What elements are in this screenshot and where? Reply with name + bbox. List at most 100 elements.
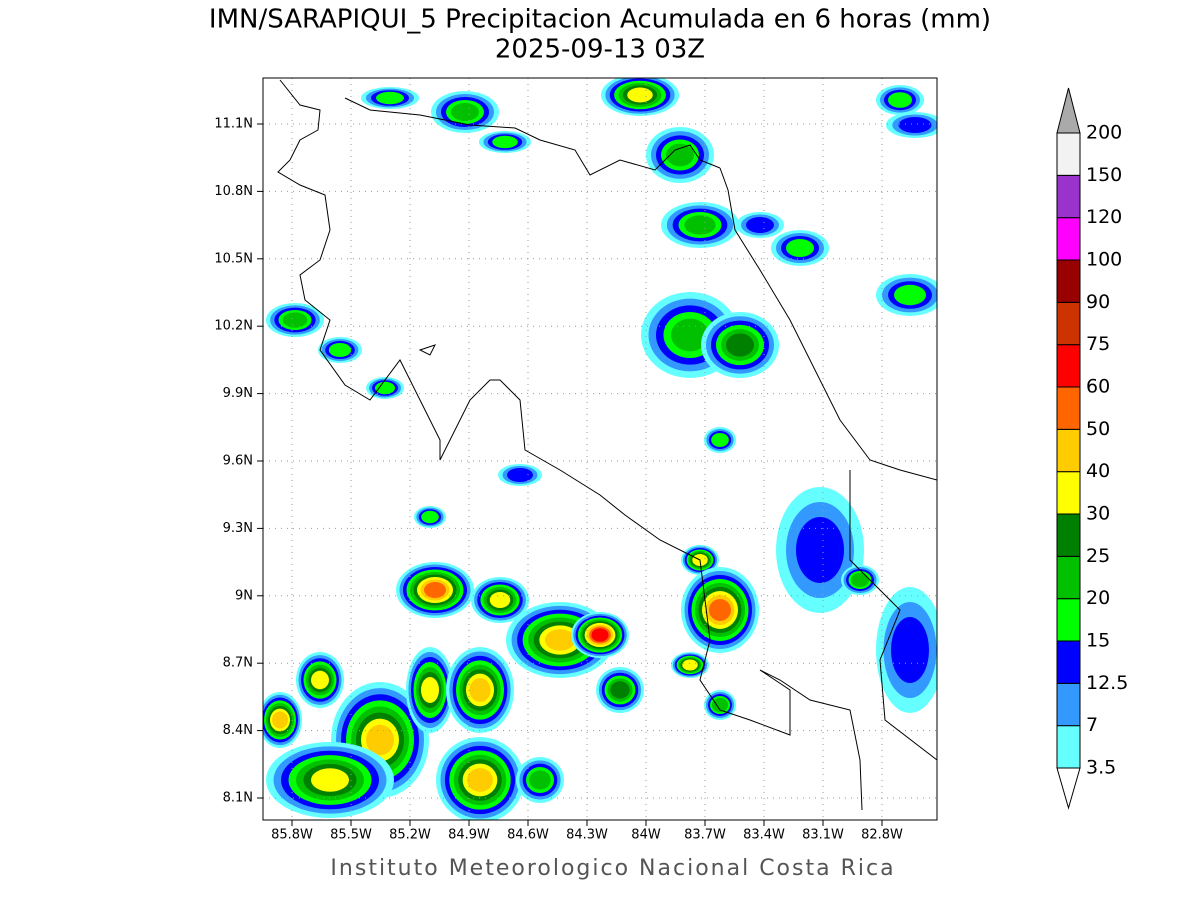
rain-contour xyxy=(467,768,493,792)
x-tick-label: 85.8W xyxy=(271,828,313,843)
colorbar-label: 200 xyxy=(1086,122,1122,144)
colorbar-label: 12.5 xyxy=(1086,672,1128,694)
colorbar: 3.5 7 12.5 15 20 25 30 40 50 60 75 90 100 120 150 200 xyxy=(1056,87,1128,810)
rain-contour xyxy=(671,318,709,352)
colorbar-segment xyxy=(1056,471,1081,515)
rain-contour xyxy=(375,381,395,395)
rain-contour xyxy=(544,629,576,651)
rain-contour xyxy=(421,677,439,703)
colorbar-label: 75 xyxy=(1086,333,1110,355)
rain-contour xyxy=(726,333,754,357)
colorbar-segment xyxy=(1056,428,1081,473)
rain-contour xyxy=(666,143,694,167)
rain-contour xyxy=(712,698,728,712)
colorbar-segment xyxy=(1056,598,1081,642)
rain-contour xyxy=(898,117,932,133)
rain-contour xyxy=(786,239,814,257)
x-tick-label: 82.8W xyxy=(861,828,903,843)
y-tick-label: 9N xyxy=(235,588,253,603)
rain-contour xyxy=(591,628,609,642)
rain-contour xyxy=(469,678,491,702)
colorbar-segment xyxy=(1056,217,1081,261)
colorbar-segment xyxy=(1056,386,1081,430)
colorbar-label: 120 xyxy=(1086,206,1122,228)
rain-contour xyxy=(709,599,731,621)
panama-border xyxy=(849,470,937,761)
rain-contour xyxy=(451,103,479,121)
rain-contour xyxy=(492,135,518,149)
precipitation-field xyxy=(263,78,937,820)
rain-contour xyxy=(796,517,844,583)
x-tick-label: 84.3W xyxy=(566,828,608,843)
island xyxy=(418,344,436,356)
colorbar-segment xyxy=(1056,174,1081,219)
rain-contour xyxy=(888,92,912,108)
colorbar-arrow-below xyxy=(1056,767,1081,810)
rain-contour xyxy=(682,659,698,671)
x-tick-label: 85.5W xyxy=(330,828,372,843)
y-tick-label: 10.8N xyxy=(214,184,253,199)
colorbar-segment xyxy=(1056,344,1081,388)
colorbar-segment xyxy=(1056,301,1081,346)
title: IMN/SARAPIQUI_5 Precipitacion Acumulada … xyxy=(209,5,991,35)
colorbar-label: 50 xyxy=(1086,418,1110,440)
rain-contour xyxy=(746,217,774,233)
rain-contour xyxy=(529,770,551,790)
x-tick-label: 84W xyxy=(631,828,661,843)
y-tick-label: 9.9N xyxy=(223,386,253,401)
colorbar-label: 25 xyxy=(1086,545,1110,567)
x-tick-label: 83.1W xyxy=(802,828,844,843)
rain-contour xyxy=(684,215,716,235)
y-tick-label: 8.7N xyxy=(223,656,253,671)
y-tick-label: 8.1N xyxy=(223,791,253,806)
colorbar-label: 7 xyxy=(1086,714,1098,736)
coastline xyxy=(277,79,863,811)
colorbar-segment xyxy=(1056,259,1081,303)
colorbar-segment xyxy=(1056,555,1081,600)
rain-contour xyxy=(328,343,352,357)
y-tick-label: 8.4N xyxy=(223,723,253,738)
footer: Instituto Meteorologico Nacional Costa R… xyxy=(330,856,895,881)
grid xyxy=(263,78,937,820)
y-tick-label: 10.5N xyxy=(214,251,253,266)
rain-contour xyxy=(851,573,869,587)
colorbar-label: 3.5 xyxy=(1086,757,1116,779)
rain-contour xyxy=(282,312,308,328)
rain-contour xyxy=(311,768,349,792)
y-tick-label: 9.3N xyxy=(223,521,253,536)
rain-contour xyxy=(610,681,630,699)
rain-contour xyxy=(711,433,729,447)
rain-contour xyxy=(891,617,929,683)
colorbar-label: 40 xyxy=(1086,460,1110,482)
colorbar-label: 150 xyxy=(1086,164,1122,186)
x-tick-label: 85.2W xyxy=(389,828,431,843)
x-tick-label: 84.6W xyxy=(507,828,549,843)
colorbar-segment xyxy=(1056,513,1081,557)
rain-contour xyxy=(489,592,511,608)
colorbar-label: 100 xyxy=(1086,249,1122,271)
x-tick-label: 84.9W xyxy=(448,828,490,843)
colorbar-segment xyxy=(1056,132,1081,176)
rain-contour xyxy=(366,724,394,756)
rain-contour xyxy=(627,87,653,103)
subtitle: 2025-09-13 03Z xyxy=(495,35,705,65)
colorbar-label: 15 xyxy=(1086,630,1110,652)
colorbar-label: 20 xyxy=(1086,587,1110,609)
rain-contour xyxy=(421,510,439,524)
colorbar-label: 90 xyxy=(1086,291,1110,313)
colorbar-segment xyxy=(1056,725,1081,769)
rain-contour xyxy=(507,468,533,482)
x-tick-label: 83.4W xyxy=(743,828,785,843)
y-tick-label: 9.6N xyxy=(223,454,253,469)
colorbar-label: 60 xyxy=(1086,376,1110,398)
rain-contour xyxy=(272,711,288,729)
rain-contour xyxy=(424,582,446,598)
coastlines xyxy=(277,79,937,811)
axes: 85.8W 85.5W 85.2W 84.9W 84.6W 84.3W 84W 83.7W 83… xyxy=(214,117,903,843)
border xyxy=(344,97,721,176)
colorbar-segment xyxy=(1056,682,1081,727)
colorbar-arrow-above xyxy=(1056,87,1081,134)
caribbean-coast xyxy=(719,167,937,481)
y-tick-label: 10.2N xyxy=(214,319,253,334)
